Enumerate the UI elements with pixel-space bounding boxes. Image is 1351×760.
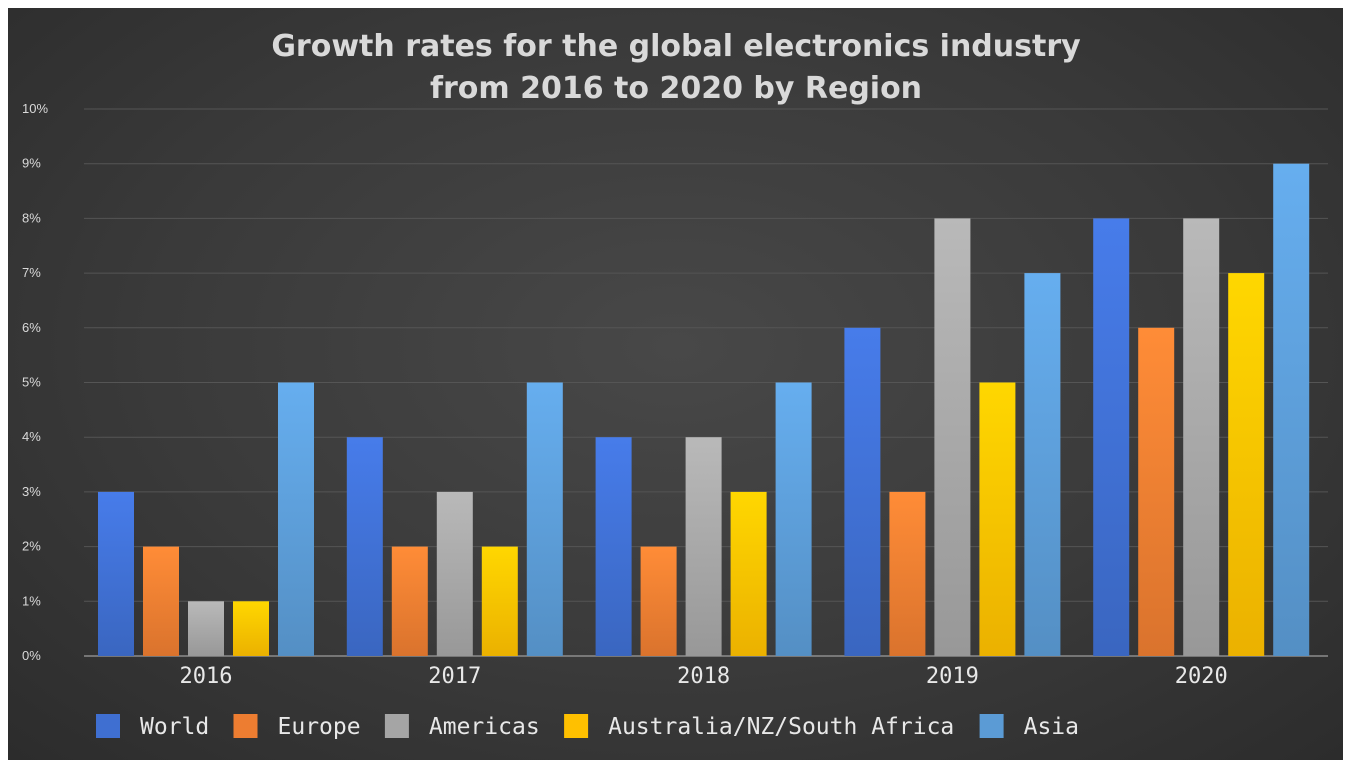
bar-asia-2020 — [1273, 163, 1310, 656]
legend-label: Americas — [429, 714, 540, 740]
bar-australia-nz-south-africa-2020 — [1228, 273, 1265, 656]
bar-asia-2016 — [278, 382, 314, 656]
x-tick-label: 2018 — [677, 664, 730, 689]
x-tick-label: 2017 — [428, 664, 481, 689]
legend-swatch-world — [96, 714, 120, 738]
x-tick-label: 2016 — [180, 664, 233, 689]
bar-europe-2018 — [640, 546, 677, 656]
y-tick-label: 0% — [22, 648, 41, 663]
bar-americas-2016 — [188, 601, 224, 656]
bar-europe-2016 — [143, 546, 179, 656]
bar-australia-nz-south-africa-2016 — [233, 601, 269, 656]
y-axis-ticks: 0% 1% 2% 3% 4% 5% 6% 7% 8% 9% 10% — [22, 101, 48, 663]
bar-europe-2017 — [391, 546, 428, 656]
chart-title-line-1: Growth rates for the global electronics … — [271, 29, 1081, 64]
legend-label: Australia/NZ/South Africa — [608, 714, 954, 740]
chart-title-line-2: from 2016 to 2020 by Region — [430, 71, 922, 106]
y-tick-label: 5% — [22, 375, 41, 390]
legend-swatch-asia — [979, 714, 1004, 738]
bar-world-2018 — [595, 437, 632, 656]
bar-americas-2017 — [436, 491, 473, 656]
x-tick-label: 2020 — [1175, 664, 1228, 689]
bars — [98, 163, 1310, 656]
y-tick-label: 6% — [22, 320, 41, 335]
y-tick-label: 2% — [22, 539, 41, 554]
bar-asia-2017 — [526, 382, 563, 656]
bar-asia-2019 — [1024, 273, 1061, 656]
legend: World Europe Americas Australia/NZ/South Af… — [96, 714, 1079, 740]
x-tick-label: 2019 — [926, 664, 979, 689]
legend-label: Asia — [1024, 714, 1079, 740]
y-tick-label: 9% — [22, 156, 41, 171]
legend-swatch-europe — [233, 714, 258, 738]
bar-world-2019 — [844, 327, 881, 656]
legend-label: World — [140, 714, 209, 740]
bar-americas-2019 — [934, 218, 971, 656]
bar-asia-2018 — [775, 382, 812, 656]
bar-world-2017 — [346, 437, 383, 656]
y-tick-label: 4% — [22, 429, 41, 444]
y-tick-label: 1% — [22, 593, 41, 608]
legend-swatch-americas — [384, 714, 409, 738]
y-tick-label: 3% — [22, 484, 41, 499]
bar-americas-2020 — [1183, 218, 1220, 656]
x-axis-ticks: 2016 2017 2018 2019 2020 — [180, 664, 1228, 689]
bar-world-2016 — [98, 491, 134, 656]
legend-label: Europe — [278, 714, 361, 740]
legend-swatch-australia-nz-south-africa — [564, 714, 589, 738]
y-tick-label: 7% — [22, 265, 41, 280]
bar-world-2020 — [1093, 218, 1130, 656]
bar-europe-2020 — [1138, 327, 1175, 656]
bar-australia-nz-south-africa-2017 — [481, 546, 518, 656]
y-tick-label: 10% — [22, 101, 48, 116]
bar-australia-nz-south-africa-2019 — [979, 382, 1016, 656]
bar-americas-2018 — [685, 437, 722, 656]
bar-australia-nz-south-africa-2018 — [730, 491, 767, 656]
y-tick-label: 8% — [22, 210, 41, 225]
bar-europe-2019 — [889, 491, 926, 656]
